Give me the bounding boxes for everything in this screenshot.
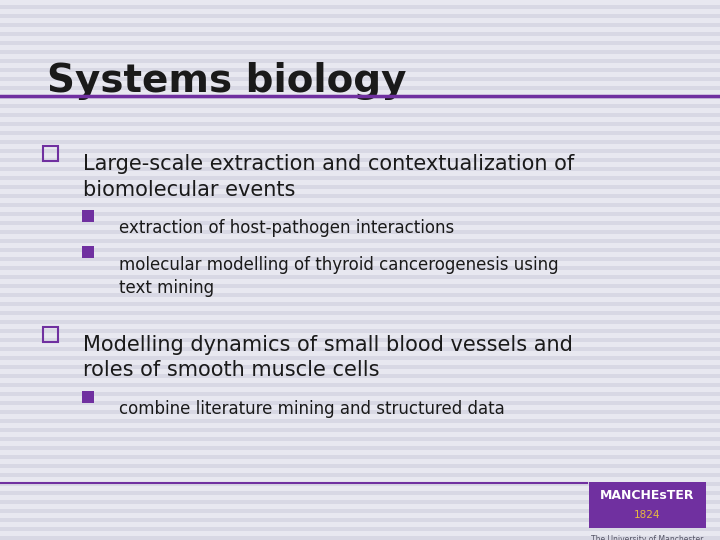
Bar xyxy=(0,112,720,117)
Bar xyxy=(0,122,720,126)
Bar xyxy=(0,148,720,153)
Bar xyxy=(0,212,720,216)
Text: Large-scale extraction and contextualization of
biomolecular events: Large-scale extraction and contextualiza… xyxy=(83,154,574,199)
Bar xyxy=(0,68,720,72)
Bar xyxy=(0,202,720,207)
Bar xyxy=(0,50,720,54)
Bar xyxy=(0,31,720,36)
Bar xyxy=(0,320,720,324)
Bar xyxy=(0,230,720,234)
Bar xyxy=(0,77,720,81)
FancyBboxPatch shape xyxy=(82,246,94,258)
Bar xyxy=(0,517,720,522)
Bar xyxy=(0,266,720,270)
Bar xyxy=(0,284,720,288)
Bar xyxy=(0,536,720,540)
Bar xyxy=(0,94,720,99)
Bar xyxy=(0,185,720,189)
Text: The University of Manchester: The University of Manchester xyxy=(591,535,703,540)
Bar xyxy=(0,355,720,360)
Text: combine literature mining and structured data: combine literature mining and structured… xyxy=(119,400,505,417)
Text: Systems biology: Systems biology xyxy=(47,62,406,100)
Bar xyxy=(0,310,720,315)
Bar xyxy=(0,247,720,252)
Bar xyxy=(0,446,720,450)
Bar xyxy=(0,463,720,468)
Bar xyxy=(0,239,720,243)
Bar xyxy=(0,347,720,351)
Bar xyxy=(0,338,720,342)
Bar xyxy=(0,392,720,396)
Bar xyxy=(0,436,720,441)
Bar xyxy=(0,328,720,333)
Text: extraction of host-pathogen interactions: extraction of host-pathogen interactions xyxy=(119,219,454,237)
Bar xyxy=(0,526,720,531)
Bar xyxy=(0,301,720,306)
Bar xyxy=(0,193,720,198)
Bar xyxy=(0,85,720,90)
FancyBboxPatch shape xyxy=(589,482,706,528)
Bar xyxy=(0,364,720,369)
Bar xyxy=(0,401,720,405)
Bar xyxy=(0,166,720,171)
Text: 1824: 1824 xyxy=(634,510,660,520)
Bar xyxy=(0,472,720,477)
Bar xyxy=(0,131,720,135)
Bar xyxy=(0,14,720,18)
Bar xyxy=(0,274,720,279)
FancyBboxPatch shape xyxy=(82,210,94,222)
Text: Modelling dynamics of small blood vessels and
roles of smooth muscle cells: Modelling dynamics of small blood vessel… xyxy=(83,335,572,380)
Bar xyxy=(0,220,720,225)
Bar xyxy=(0,176,720,180)
Bar xyxy=(0,482,720,486)
Text: MANCHEsTER: MANCHEsTER xyxy=(600,489,695,502)
Bar xyxy=(0,509,720,513)
Bar xyxy=(0,104,720,108)
Bar xyxy=(0,58,720,63)
Bar xyxy=(0,4,720,9)
FancyBboxPatch shape xyxy=(82,391,94,403)
Bar xyxy=(0,158,720,162)
Bar xyxy=(0,428,720,432)
Bar xyxy=(0,256,720,261)
Bar xyxy=(0,293,720,297)
Bar xyxy=(0,418,720,423)
Bar xyxy=(0,374,720,378)
Bar xyxy=(0,409,720,414)
Text: molecular modelling of thyroid cancerogenesis using
text mining: molecular modelling of thyroid canceroge… xyxy=(119,256,559,298)
Bar xyxy=(0,455,720,459)
Bar xyxy=(0,500,720,504)
Bar xyxy=(0,382,720,387)
Bar xyxy=(0,490,720,495)
Bar xyxy=(0,23,720,27)
Bar xyxy=(0,40,720,45)
Bar xyxy=(0,139,720,144)
